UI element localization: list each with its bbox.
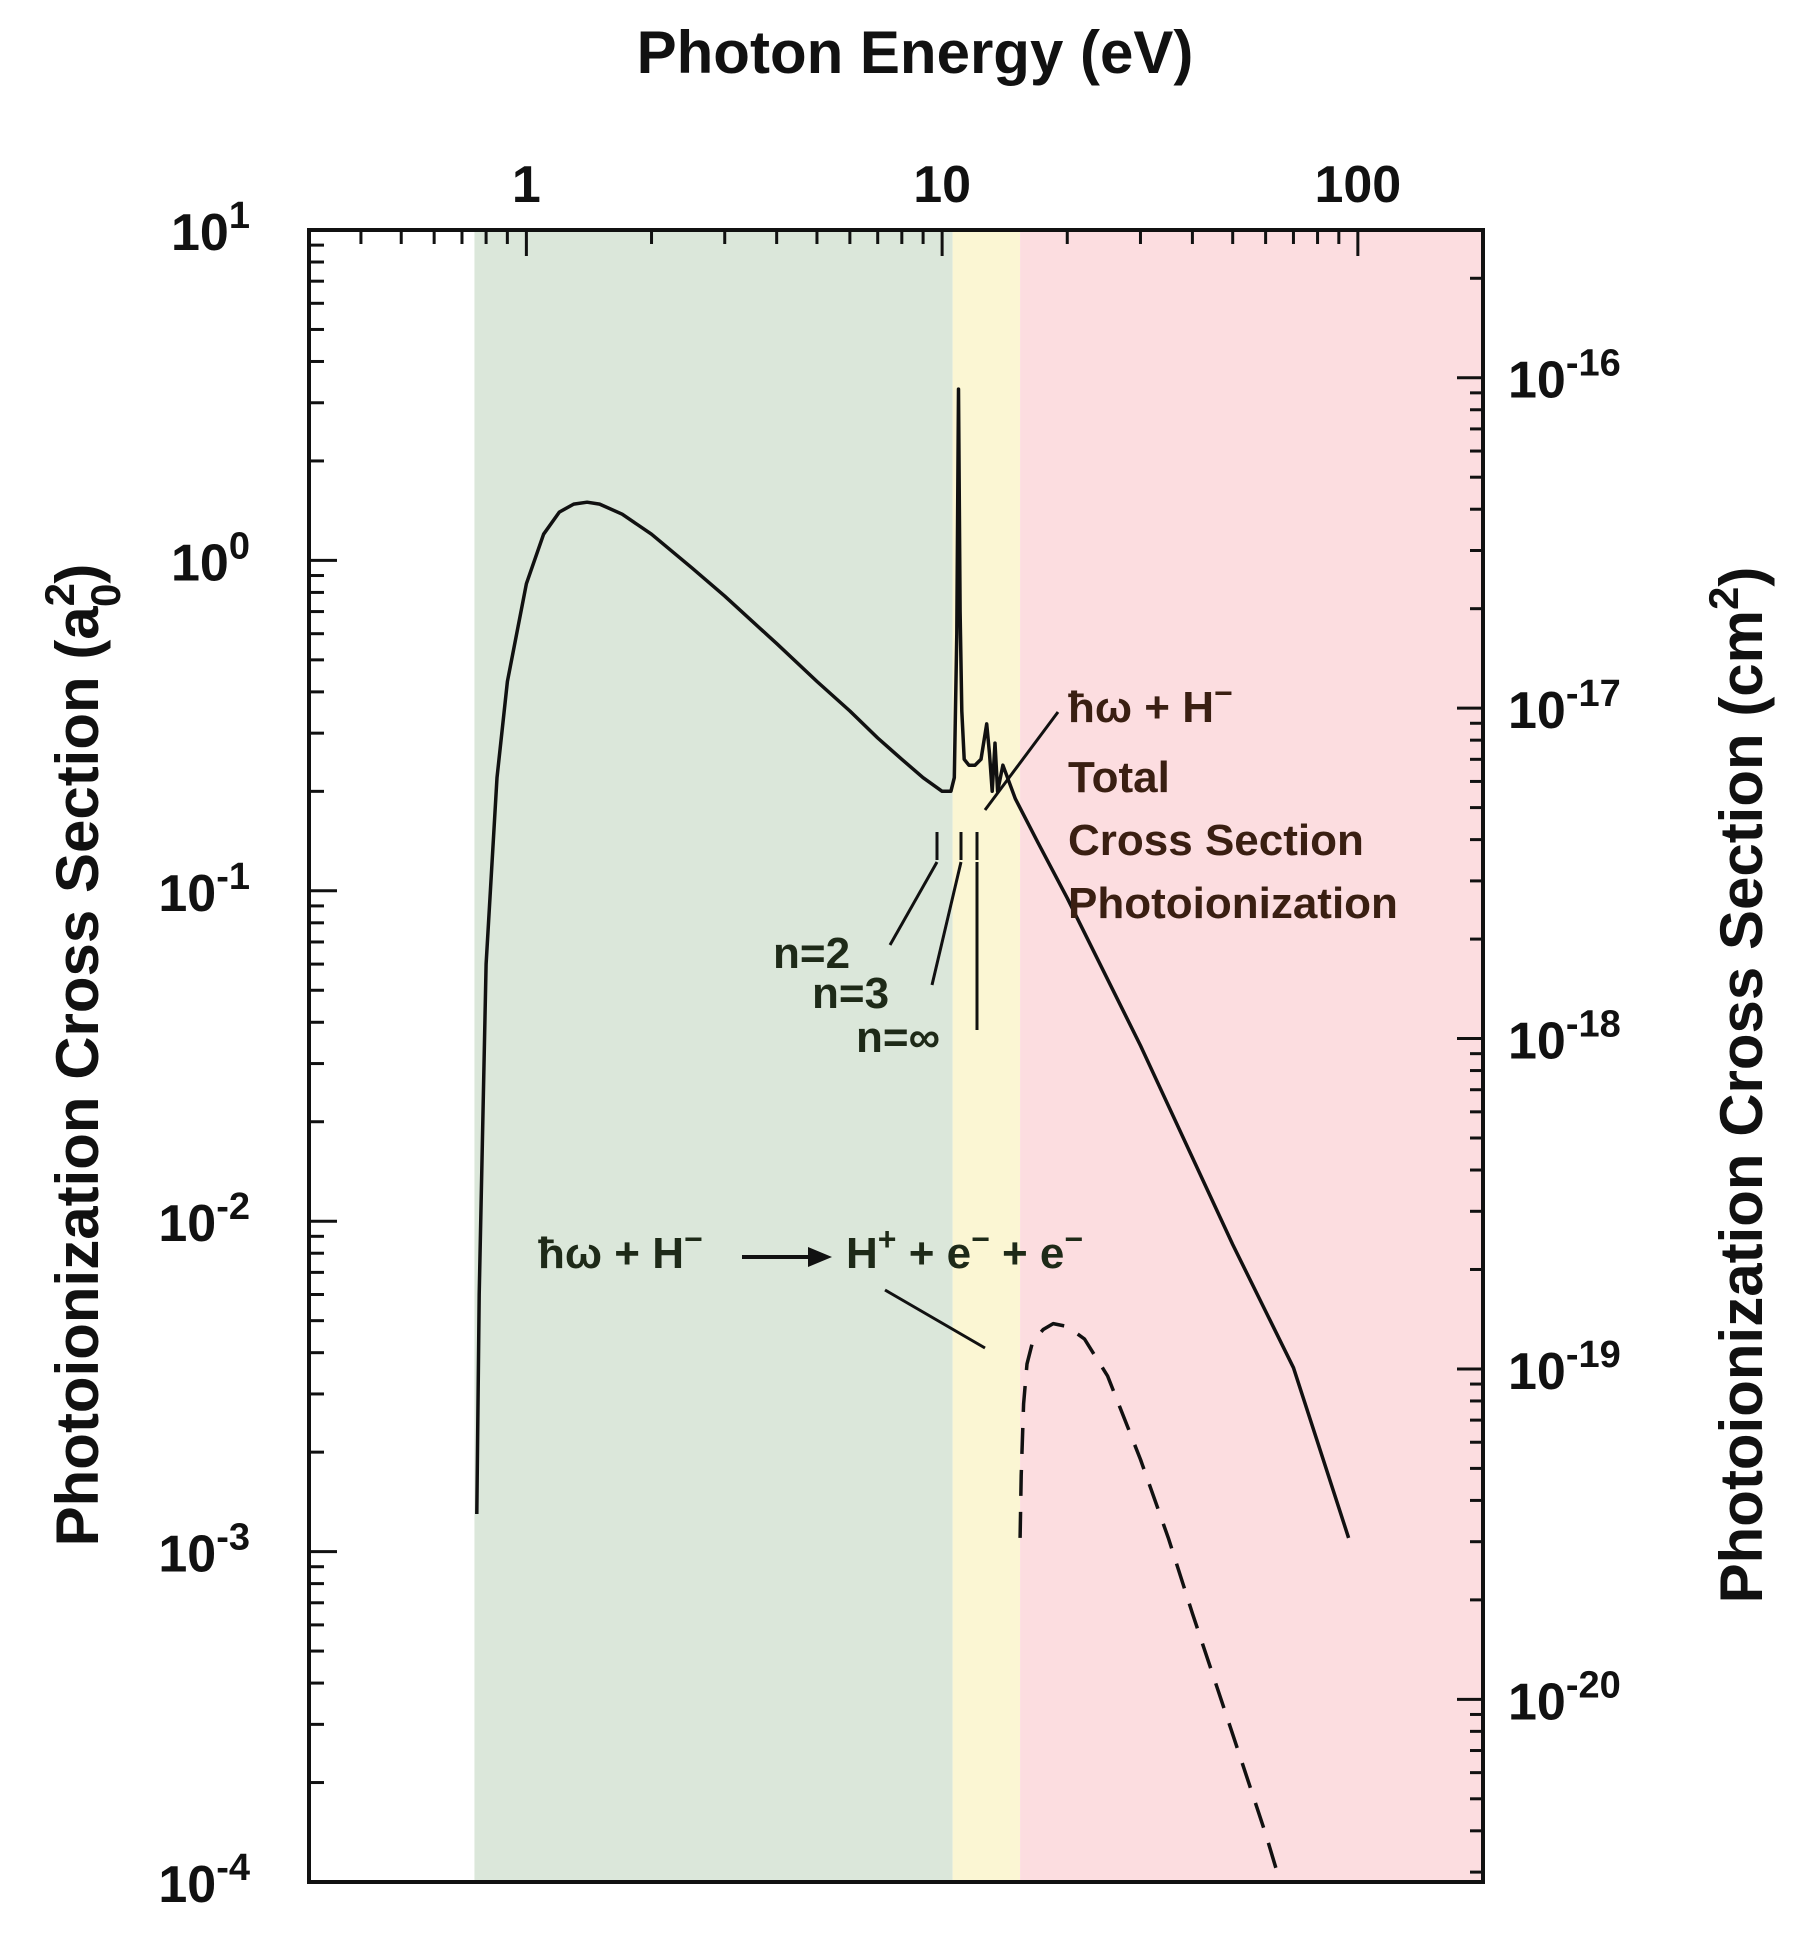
annotation-double-text: ħω + H−: [538, 1221, 703, 1278]
annotation-double-leader: [884, 1288, 986, 1350]
x-tick-label: 100: [1314, 156, 1401, 214]
annotation-total-leader: [983, 711, 1060, 811]
annotation-total-line4: Photoionization: [1068, 879, 1398, 928]
annotation-total-line2: Total: [1068, 753, 1170, 802]
annotation-double-products: H+ + e− + e−: [846, 1221, 1083, 1278]
y-axis-title-right: Photoionization Cross Section (cm2): [1700, 567, 1775, 1604]
axis-ticks: [307, 228, 1485, 1884]
y-left-tick-label: 100: [171, 525, 250, 592]
tick-labels: 1 10 100 101 100 10-1 10-2 10-3 10-4 10-16 10-17 10…: [158, 156, 1620, 1914]
y-right-tick-label: 10-17: [1508, 673, 1621, 740]
label-n2: n=2: [773, 929, 850, 978]
region-band-2: [952, 230, 1021, 1882]
y-axis-title-left: Photoionization Cross Section (a20): [36, 564, 129, 1547]
y-left-tick-label: 101: [171, 195, 250, 262]
series-line-1: [475, 387, 1351, 1539]
region-band-1: [474, 230, 953, 1882]
y-left-tick-label: 10-2: [158, 1186, 250, 1253]
region-band-3: [1020, 230, 1483, 1882]
label-ninf: n=∞: [856, 1013, 940, 1062]
y-right-tick-label: 10-18: [1508, 1004, 1621, 1071]
y-right-tick-label: 10-20: [1508, 1664, 1621, 1731]
y-left-tick-label: 10-1: [158, 856, 250, 923]
annotation-total-line1: ħω + H−: [1068, 675, 1233, 732]
x-tick-label: 1: [512, 156, 541, 214]
plot-frame: [307, 228, 1485, 1884]
y-right-tick-label: 10-16: [1508, 343, 1621, 410]
y-right-tick-label: 10-19: [1508, 1334, 1621, 1401]
annotation-total-line3: Cross Section: [1068, 816, 1364, 865]
energy-regions: [474, 230, 1483, 1882]
x-tick-label: 10: [913, 156, 971, 214]
y-left-tick-label: 10-3: [158, 1517, 250, 1584]
label-n3: n=3: [812, 969, 889, 1018]
x-axis-title: Photon Energy (eV): [637, 19, 1194, 86]
reaction-arrow-head: [808, 1247, 832, 1267]
leader-n2: [888, 861, 939, 946]
annotation-double-ionization: ħω + H− H+ + e− + e−: [538, 1221, 1083, 1350]
y-left-tick-label: 10-4: [158, 1847, 250, 1914]
leader-n3: [930, 861, 963, 986]
series-layer: [475, 387, 1351, 1883]
annotation-total-cross-section: ħω + H− Total Cross Section Photoionizat…: [983, 675, 1398, 928]
annotation-thresholds: n=2 n=3 n=∞: [773, 832, 979, 1062]
